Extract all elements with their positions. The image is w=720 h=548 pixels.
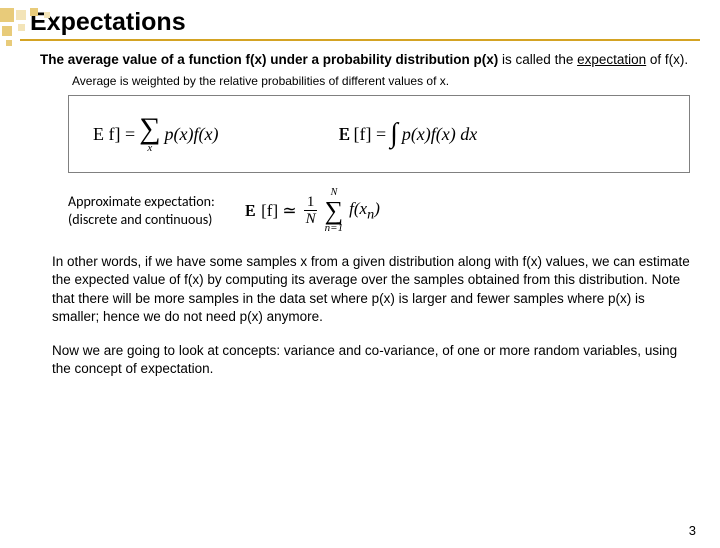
fraction: 1 N (303, 195, 319, 227)
corner-decoration (0, 8, 110, 48)
approx-label-line1: Approximate expectation: (68, 193, 215, 211)
continuous-formula: E[f] = ∫ p(x)f(x) dx (339, 120, 478, 148)
approx-term: f(xn) (349, 198, 380, 225)
sum-symbol: ∑ x (139, 114, 160, 154)
approx-row: Approximate expectation: (discrete and c… (68, 189, 690, 233)
formula2-pre: [f] = (354, 122, 387, 146)
intro-text: The average value of a function f(x) und… (40, 51, 690, 69)
intro-plain2: of f(x). (646, 52, 688, 67)
formula1-rhs: p(x)f(x) (165, 122, 219, 146)
approx-label: Approximate expectation: (discrete and c… (68, 193, 215, 229)
approx-rhs-end: ) (374, 199, 380, 218)
paragraph-1: In other words, if we have some samples … (52, 253, 690, 326)
expectation-symbol: E (339, 122, 350, 146)
frac-den: N (303, 211, 319, 227)
intro-underline: expectation (577, 52, 646, 67)
frac-num: 1 (304, 195, 318, 211)
approx-formula: E [f] ≃ 1 N N ∑ n=1 f(xn) (245, 189, 380, 233)
paragraph-2: Now we are going to look at concepts: va… (52, 342, 690, 378)
approx-pre: [f] ≃ (261, 200, 296, 223)
sigma-icon: ∑ (139, 114, 160, 144)
title-container: Expectations (20, 8, 700, 41)
formula1-sub: x (147, 144, 152, 154)
formula2-rhs: p(x)f(x) dx (402, 122, 477, 146)
approx-rhs: f(x (349, 199, 367, 218)
slide-title: Expectations (30, 8, 700, 37)
sub-note: Average is weighted by the relative prob… (72, 73, 690, 89)
formula-box: E f] = ∑ x p(x)f(x) E[f] = ∫ p(x)f(x) dx (68, 95, 690, 173)
slide-content: The average value of a function f(x) und… (0, 41, 720, 379)
integral-icon: ∫ (390, 120, 398, 148)
expectation-symbol-2: E (245, 200, 255, 223)
sigma-icon-2: ∑ (325, 198, 344, 224)
page-number: 3 (689, 523, 696, 538)
approx-label-line2: (discrete and continuous) (68, 211, 215, 229)
formula1-lhs: E f] = (93, 122, 135, 146)
sum-symbol-2: N ∑ n=1 (325, 189, 344, 233)
intro-bold: The average value of a function f(x) und… (40, 52, 498, 67)
intro-plain1: is called the (498, 52, 577, 67)
discrete-formula: E f] = ∑ x p(x)f(x) (93, 114, 219, 154)
approx-sub: n=1 (325, 224, 343, 233)
